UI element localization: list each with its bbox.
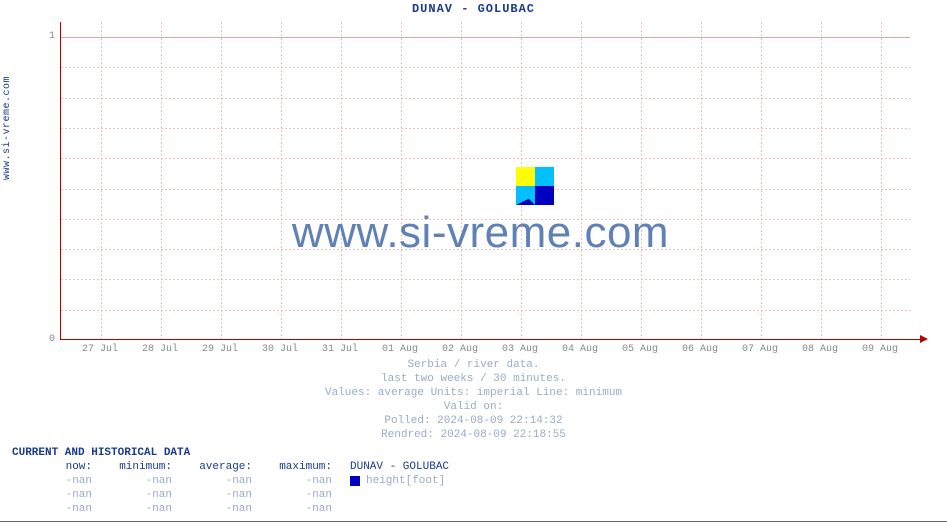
grid-line-v	[881, 22, 882, 339]
meta-line: Polled: 2024-08-09 22:14:32	[0, 414, 947, 428]
table-cell: -nan	[12, 502, 92, 516]
table-cell: -nan	[252, 474, 332, 488]
table-cell: -nan	[92, 474, 172, 488]
chart-plot-area: www.si-vreme.com	[60, 22, 920, 340]
grid-line-v	[281, 22, 282, 339]
grid-line-h-minor	[61, 158, 910, 159]
grid-line-h-minor	[61, 98, 910, 99]
table-row: -nan-nan-nan-nan	[12, 488, 449, 502]
table-cell: -nan	[12, 474, 92, 488]
ytick-label: 0	[25, 334, 55, 345]
grid-line-v	[581, 22, 582, 339]
col-header: maximum:	[252, 460, 332, 474]
xtick-label: 09 Aug	[855, 344, 905, 355]
xtick-label: 27 Jul	[75, 344, 125, 355]
table-cell: -nan	[172, 474, 252, 488]
xtick-label: 03 Aug	[495, 344, 545, 355]
legend-label: height[foot]	[366, 474, 445, 488]
grid-line-v	[341, 22, 342, 339]
grid-line-h-minor	[61, 67, 910, 68]
chart-ylabel-side: www.si-vreme.com	[2, 76, 13, 180]
ytick-label: 1	[25, 31, 55, 42]
series-label: DUNAV - GOLUBAC	[332, 460, 449, 474]
grid-line-v	[701, 22, 702, 339]
grid-line-h-minor	[61, 189, 910, 190]
legend-swatch-icon	[350, 476, 360, 486]
xtick-label: 02 Aug	[435, 344, 485, 355]
table-cell: -nan	[92, 502, 172, 516]
grid-line-v	[401, 22, 402, 339]
xtick-label: 01 Aug	[375, 344, 425, 355]
watermark-logo-icon	[516, 167, 554, 205]
meta-line: Values: average Units: imperial Line: mi…	[0, 386, 947, 400]
xtick-label: 28 Jul	[135, 344, 185, 355]
meta-line: Valid on:	[0, 400, 947, 414]
meta-line: last two weeks / 30 minutes.	[0, 372, 947, 386]
xtick-label: 06 Aug	[675, 344, 725, 355]
xtick-label: 07 Aug	[735, 344, 785, 355]
table-cell: -nan	[172, 488, 252, 502]
grid-line-h-minor	[61, 128, 910, 129]
table-row: -nan-nan-nan-nanheight[foot]	[12, 474, 449, 488]
chart-title: DUNAV - GOLUBAC	[0, 2, 947, 16]
grid-line-v	[821, 22, 822, 339]
grid-line-v	[641, 22, 642, 339]
table-row: -nan-nan-nan-nan	[12, 502, 449, 516]
grid-line-h-minor	[61, 310, 910, 311]
grid-line-v	[161, 22, 162, 339]
xtick-label: 08 Aug	[795, 344, 845, 355]
grid-line-v	[221, 22, 222, 339]
table-cell: -nan	[12, 488, 92, 502]
grid-line-h	[61, 37, 910, 38]
grid-line-v	[101, 22, 102, 339]
table-cell: -nan	[252, 502, 332, 516]
xtick-label: 29 Jul	[195, 344, 245, 355]
legend-item: height[foot]	[332, 474, 445, 488]
chart-metadata: Serbia / river data. last two weeks / 30…	[0, 358, 947, 442]
grid-line-v	[761, 22, 762, 339]
col-header: average:	[172, 460, 252, 474]
data-table-header-row: now: minimum: average: maximum: DUNAV - …	[12, 460, 449, 474]
xtick-label: 05 Aug	[615, 344, 665, 355]
grid-line-v	[461, 22, 462, 339]
xtick-label: 30 Jul	[255, 344, 305, 355]
meta-line: Serbia / river data.	[0, 358, 947, 372]
table-cell: -nan	[252, 488, 332, 502]
data-table-title: CURRENT AND HISTORICAL DATA	[12, 446, 449, 460]
data-table: CURRENT AND HISTORICAL DATA now: minimum…	[12, 446, 449, 516]
col-header: minimum:	[92, 460, 172, 474]
col-header: now:	[12, 460, 92, 474]
table-cell: -nan	[172, 502, 252, 516]
grid-line-h-minor	[61, 279, 910, 280]
watermark-text: www.si-vreme.com	[61, 208, 900, 258]
xtick-label: 31 Jul	[315, 344, 365, 355]
xtick-label: 04 Aug	[555, 344, 605, 355]
table-cell: -nan	[92, 488, 172, 502]
meta-line: Rendred: 2024-08-09 22:18:55	[0, 428, 947, 442]
